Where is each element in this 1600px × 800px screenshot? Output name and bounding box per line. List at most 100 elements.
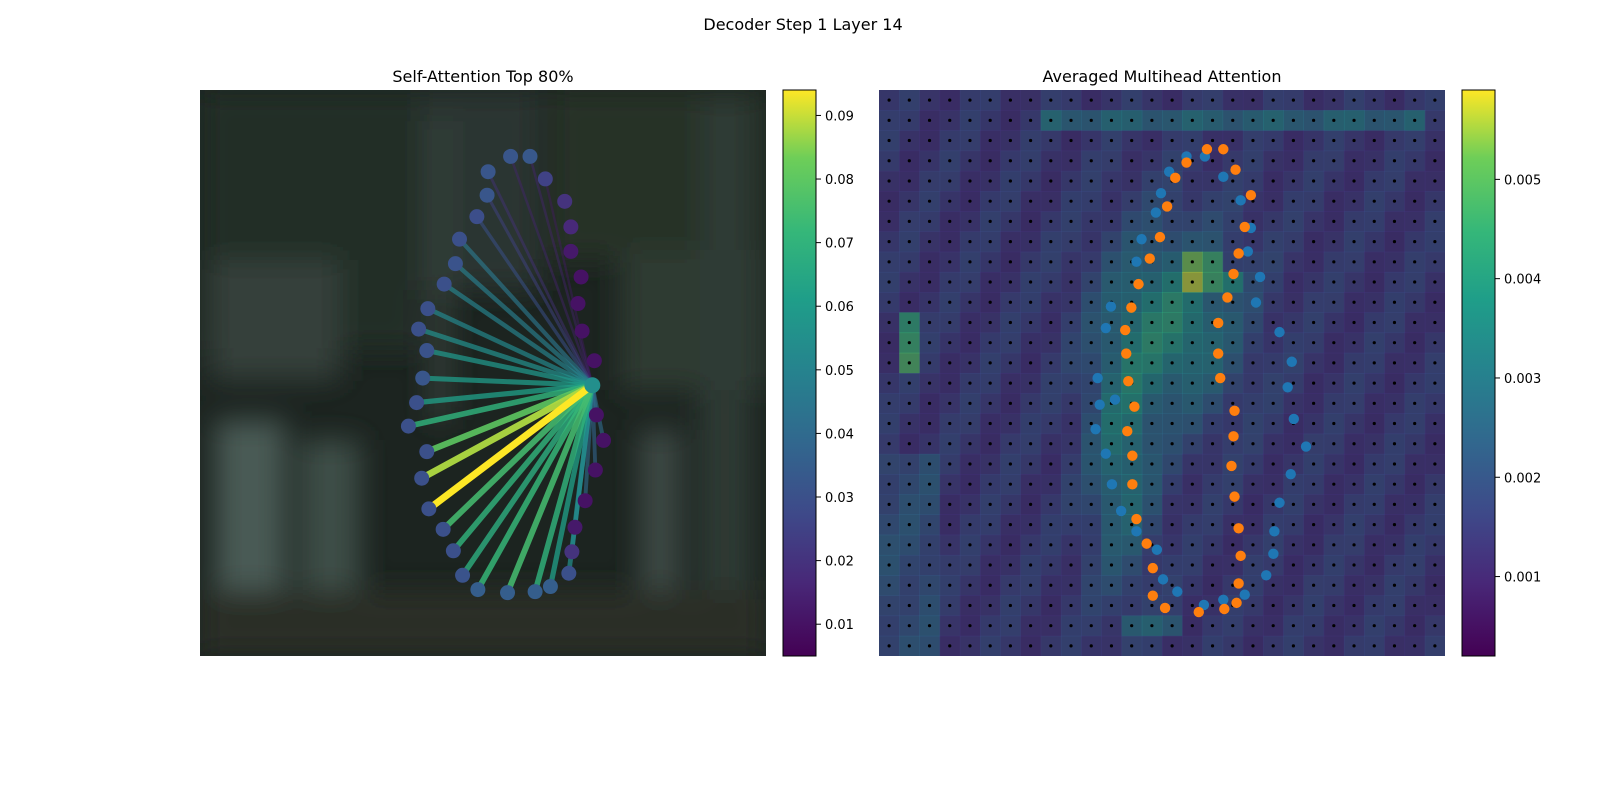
attention-line [426, 382, 595, 512]
contour-point [1161, 201, 1173, 212]
contour-point [1172, 586, 1183, 597]
contour-point [1129, 401, 1140, 412]
attention-line [442, 282, 594, 388]
contour-point [1212, 348, 1224, 359]
contour-point [1268, 548, 1279, 560]
contour-point [1288, 413, 1299, 425]
keypoint [563, 219, 579, 235]
keypoint [587, 462, 603, 478]
keypoint [411, 321, 427, 337]
contour-point [1274, 326, 1285, 338]
contour-point [1245, 190, 1257, 201]
contour-point [1147, 590, 1159, 601]
attention-lines [407, 155, 606, 594]
contour-point [1274, 497, 1285, 508]
grid-dots [887, 98, 1437, 648]
colorbar-tick-label: 0.02 [825, 555, 854, 570]
contour-point [1181, 157, 1192, 168]
keypoint [409, 395, 425, 411]
contour-point [1150, 207, 1162, 218]
contour-point [1141, 538, 1152, 549]
contour-point [1159, 602, 1171, 614]
contour-series [1090, 144, 1312, 618]
keypoint [500, 585, 516, 601]
colorbar-tick-label: 0.04 [825, 427, 854, 442]
keypoint [436, 276, 452, 292]
contour-point [1239, 589, 1250, 600]
contour-point [1092, 372, 1103, 384]
keypoint [596, 432, 612, 448]
keypoint [557, 193, 573, 209]
contour-point [1235, 195, 1246, 206]
contour-point [1131, 256, 1142, 267]
keypoint [435, 521, 451, 537]
contour-point [1212, 317, 1224, 329]
keypoints [400, 148, 612, 601]
colorbar-tick-label: 0.06 [825, 300, 854, 315]
contour-point [1157, 574, 1169, 585]
attention-line [453, 262, 594, 387]
contour-point [1218, 144, 1229, 155]
contour-point [1233, 248, 1244, 259]
keypoint [400, 418, 416, 434]
attention-line [532, 384, 596, 593]
colorbar-tick-label: 0.004 [1504, 273, 1541, 288]
contour-point [1121, 348, 1132, 359]
figure-title: Decoder Step 1 Layer 14 [703, 15, 902, 34]
attention-line [457, 237, 594, 387]
attention-line [422, 375, 593, 388]
keypoint [415, 370, 431, 386]
contour-point [1300, 441, 1312, 452]
keypoint [420, 301, 436, 317]
right-panel-title: Averaged Multihead Attention [1043, 67, 1282, 86]
contour-point [1242, 246, 1254, 257]
right-colorbar-ticks: 0.001 0.002 0.003 0.004 0.005 [1495, 173, 1541, 586]
attention-line [475, 215, 594, 387]
right-colorbar [1461, 89, 1496, 657]
keypoint [574, 323, 590, 339]
left-panel-title: Self-Attention Top 80% [392, 67, 573, 86]
contour-point [1131, 513, 1142, 525]
colorbar-tick-label: 0.003 [1504, 372, 1541, 387]
contour-point [1193, 606, 1204, 618]
keypoint [522, 148, 538, 164]
contour-point [1136, 233, 1147, 245]
contour-point [1090, 423, 1101, 435]
keypoint [419, 343, 435, 359]
contour-point [1239, 221, 1250, 233]
attention-line [475, 383, 595, 592]
attention-line [451, 383, 595, 553]
contour-point [1228, 268, 1239, 280]
keypoint [537, 171, 553, 187]
contour-point [1131, 526, 1142, 537]
keypoint [570, 296, 586, 312]
keypoint [421, 501, 437, 517]
contour-point [1219, 603, 1230, 615]
keypoint [577, 493, 593, 509]
contour-point [1123, 375, 1134, 387]
attention-line [417, 326, 594, 388]
keypoint [588, 407, 604, 423]
attention-line [509, 155, 594, 386]
keypoint [414, 470, 430, 486]
attention-line [426, 306, 594, 388]
attention-line [485, 194, 594, 387]
contour-point [1109, 394, 1121, 405]
contour-point [1230, 164, 1241, 175]
contour-point [1127, 479, 1138, 490]
keypoint [470, 582, 486, 598]
contour-point [1254, 271, 1266, 283]
contour-point [1235, 550, 1246, 562]
left-colorbar [782, 89, 817, 657]
contour-point [1229, 491, 1240, 502]
contour-point [1127, 450, 1138, 461]
keypoint [419, 444, 435, 460]
attention-line [528, 156, 594, 386]
contour-point [1229, 405, 1240, 417]
left-colorbar-ticks: 0.01 0.02 0.03 0.04 0.05 0.06 0.07 0.08 0.09 [816, 109, 854, 633]
contour-point [1250, 297, 1262, 308]
contour-point [1115, 505, 1127, 517]
colorbar-tick-label: 0.07 [825, 237, 854, 252]
keypoint [573, 269, 589, 285]
